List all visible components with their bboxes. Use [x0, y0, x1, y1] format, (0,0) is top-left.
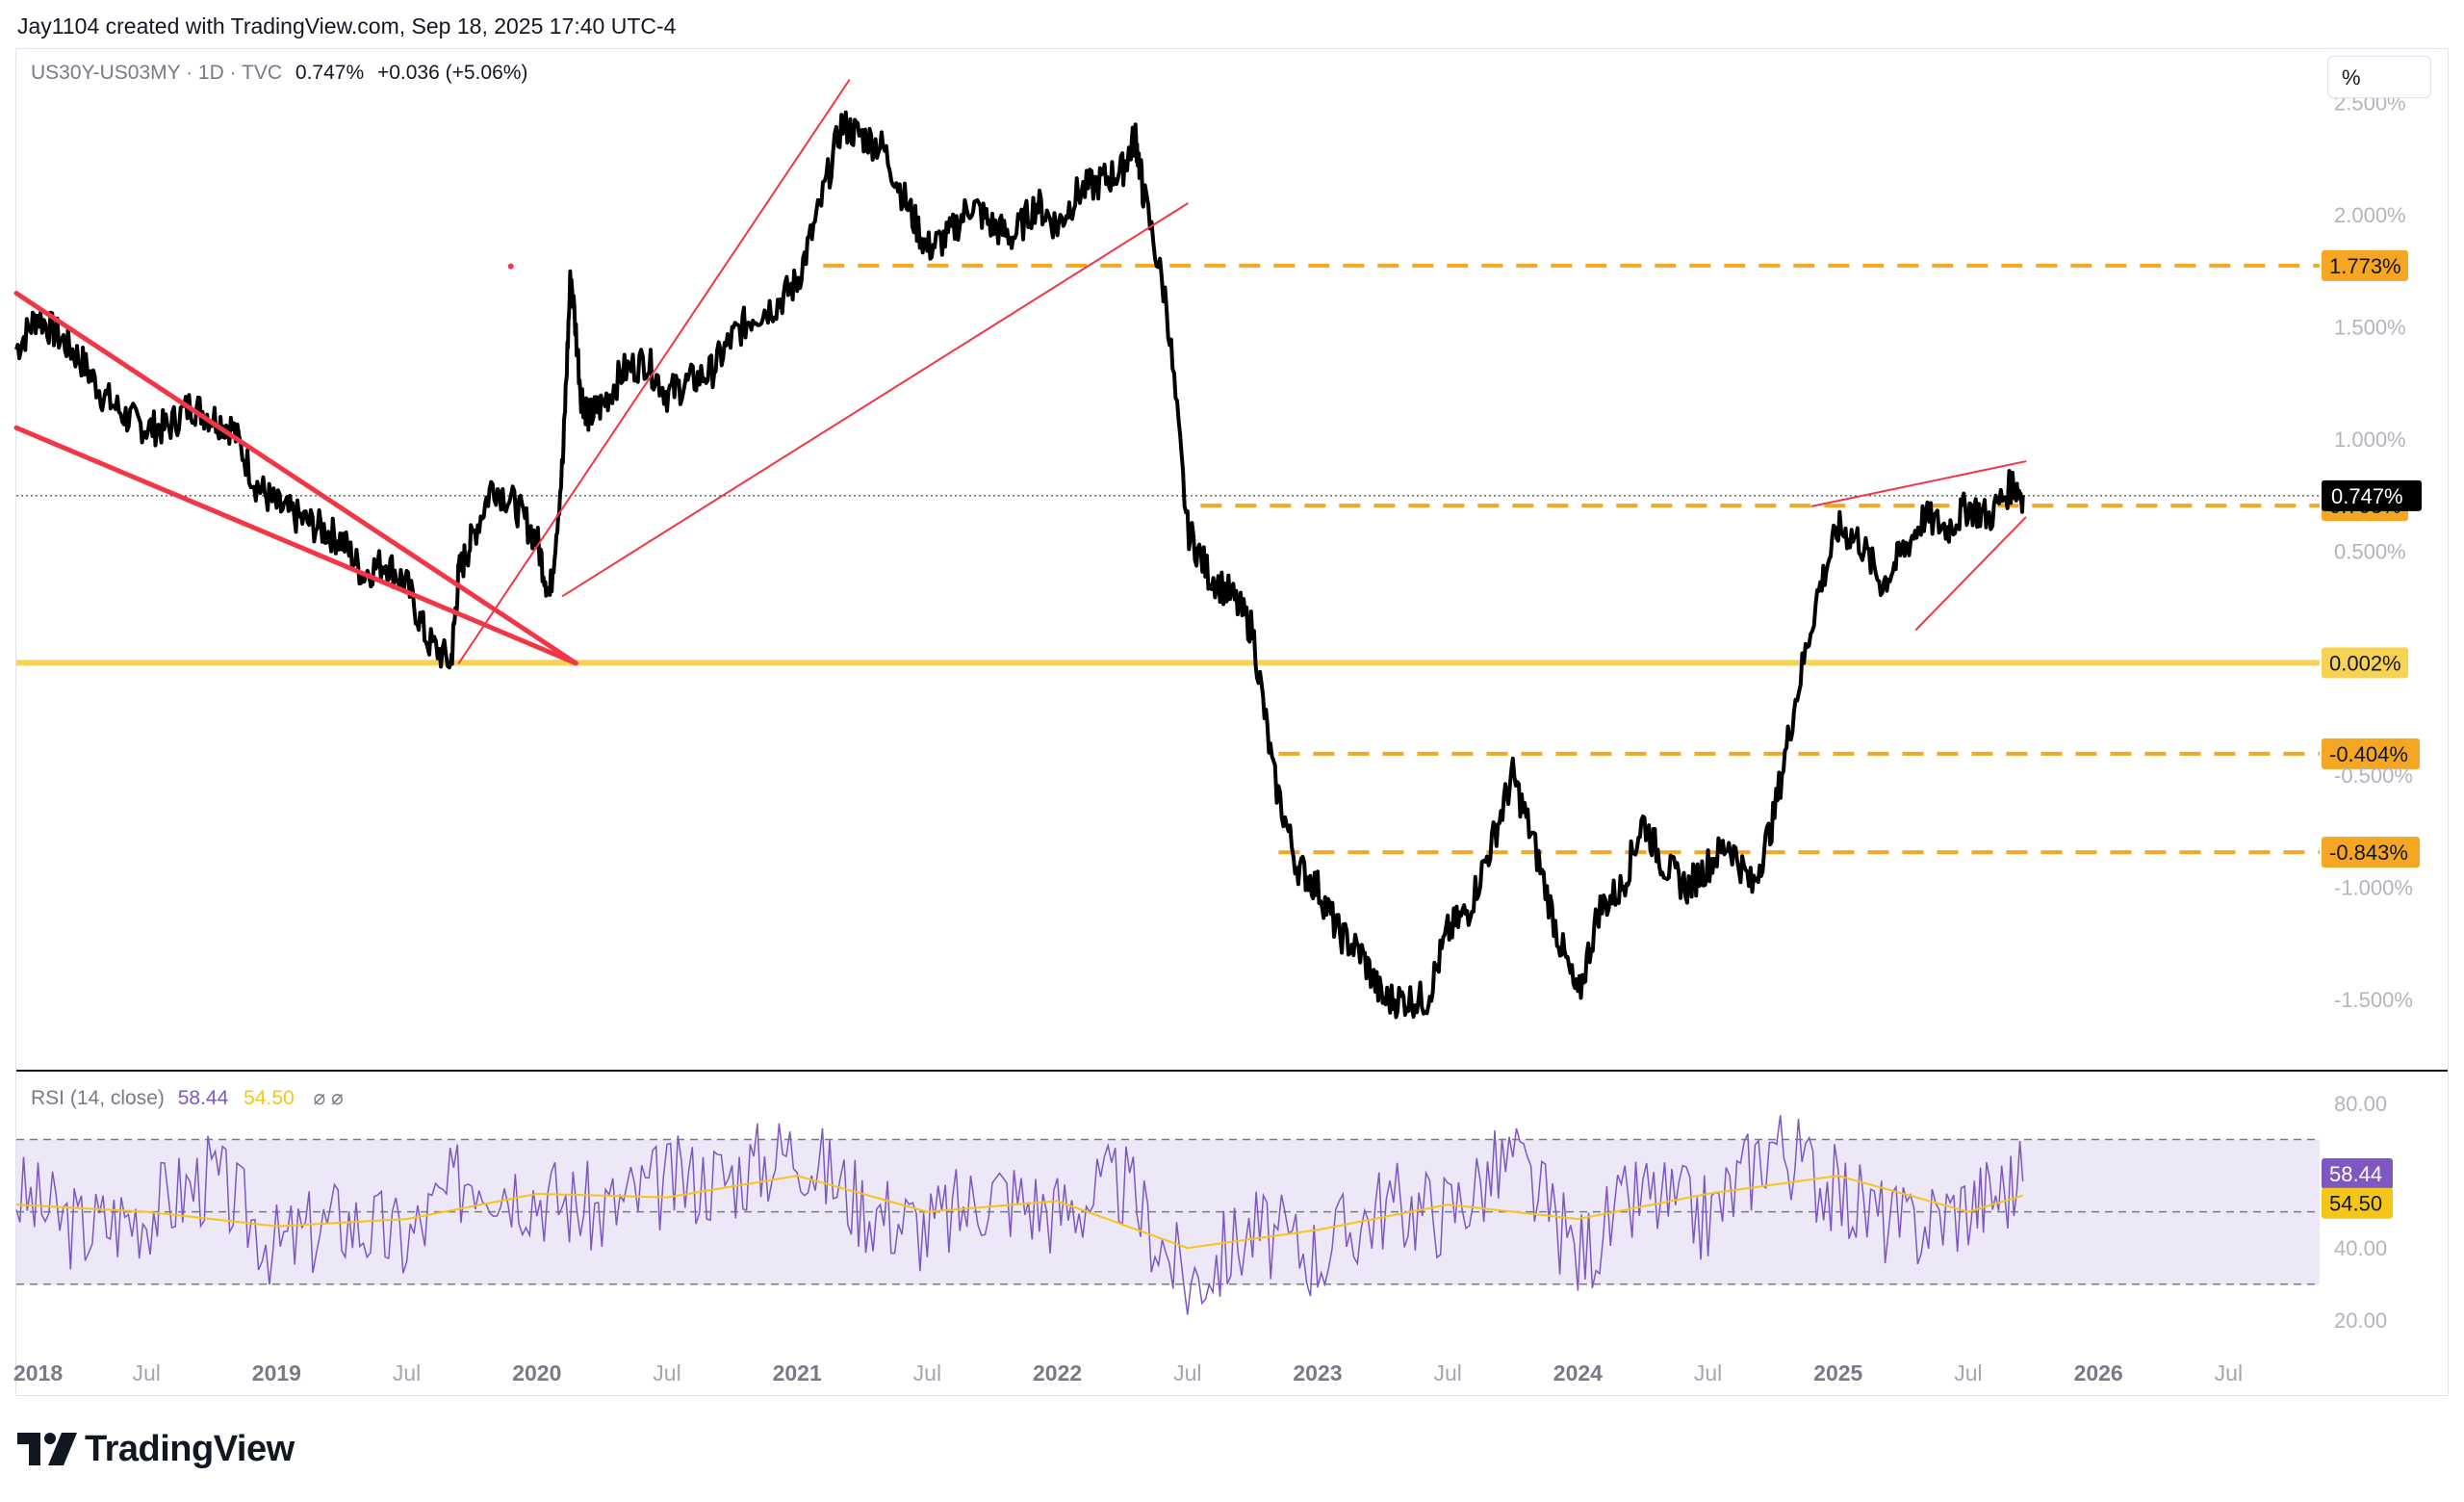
rsi-value-tag-label: 54.50 [2329, 1192, 2382, 1216]
y-tick-label: -0.500% [2334, 764, 2413, 788]
rsi-value-tag-label: 58.44 [2329, 1162, 2382, 1186]
x-tick-label: Jul [132, 1360, 160, 1385]
price-level-label: 1.773% [2329, 254, 2401, 278]
x-tick-label: 2021 [773, 1360, 822, 1385]
x-tick-label: 2018 [13, 1360, 63, 1385]
x-tick-label: 2020 [512, 1360, 561, 1385]
rsi-y-tick-label: 20.00 [2334, 1308, 2387, 1333]
price-level-label: -0.404% [2329, 742, 2408, 766]
x-tick-label: 2023 [1293, 1360, 1342, 1385]
trendline[interactable] [1810, 460, 2027, 507]
x-tick-label: 2024 [1553, 1360, 1603, 1385]
tradingview-logo[interactable]: TradingView [17, 1425, 295, 1473]
trendline[interactable] [1914, 516, 2027, 631]
x-tick-label: 2022 [1033, 1360, 1082, 1385]
x-tick-label: 2025 [1813, 1360, 1862, 1385]
x-tick-label: Jul [2215, 1360, 2243, 1385]
rsi-line[interactable] [15, 1115, 2024, 1315]
rsi-legend: RSI (14, close) 58.44 54.50 ⌀ ⌀ [31, 1086, 344, 1110]
trendline[interactable] [457, 79, 851, 664]
price-level-tag [2322, 647, 2408, 679]
change-value: +0.036 (+5.06%) [376, 62, 528, 84]
price-series-line[interactable] [14, 110, 2025, 1020]
x-tick-label: 2019 [252, 1360, 301, 1385]
rsi-ma-value: 54.50 [244, 1087, 295, 1109]
percent-scale-button[interactable]: % [2327, 56, 2431, 98]
price-level-tag [2322, 738, 2420, 769]
price-level-tag [2322, 837, 2420, 868]
y-tick-label: -1.000% [2334, 876, 2413, 900]
last-value: 0.747% [295, 62, 365, 84]
chart-frame [15, 48, 2449, 1396]
trendline[interactable] [13, 291, 578, 666]
rsi-ma-line[interactable] [15, 1175, 2023, 1250]
rsi-value: 58.44 [177, 1087, 229, 1109]
last-price-label: 0.747% [2331, 484, 2403, 508]
price-level-label: -0.843% [2329, 841, 2408, 865]
attribution-text: Jay1104 created with TradingView.com, Se… [17, 13, 677, 39]
y-tick-label: 2.000% [2334, 203, 2406, 227]
y-tick-label: 1.000% [2334, 427, 2406, 452]
rsi-label[interactable]: RSI (14, close) [31, 1087, 165, 1109]
trendline[interactable] [13, 425, 578, 666]
tradingview-mark-icon [17, 1433, 77, 1465]
rsi-y-tick-label: 80.00 [2334, 1092, 2387, 1116]
x-tick-label: Jul [393, 1360, 421, 1385]
x-tick-label: Jul [1694, 1360, 1722, 1385]
rsi-value-tag [2322, 1157, 2393, 1189]
symbol-info[interactable]: US30Y-US03MY · 1D · TVC [31, 62, 283, 84]
marker-dot [507, 263, 514, 270]
last-price-tag [2322, 479, 2422, 511]
x-tick-label: Jul [653, 1360, 680, 1385]
x-tick-label: Jul [1954, 1360, 1982, 1385]
visibility-icon[interactable]: ⌀ ⌀ [313, 1087, 344, 1109]
tradingview-wordmark: TradingView [85, 1428, 295, 1469]
price-level-tag [2322, 249, 2408, 281]
symbol-legend: US30Y-US03MY · 1D · TVC 0.747% +0.036 (+… [31, 62, 527, 85]
y-tick-label: 0.500% [2334, 539, 2406, 563]
x-tick-label: Jul [913, 1360, 941, 1385]
x-tick-label: 2026 [2074, 1360, 2123, 1385]
rsi-value-tag [2322, 1187, 2393, 1219]
price-level-label: 0.002% [2329, 651, 2401, 675]
y-tick-label: 1.500% [2334, 315, 2406, 339]
x-tick-label: Jul [1173, 1360, 1201, 1385]
trendline[interactable] [561, 202, 1189, 597]
x-tick-label: Jul [1433, 1360, 1461, 1385]
y-tick-label: -1.500% [2334, 988, 2413, 1012]
rsi-y-tick-label: 40.00 [2334, 1236, 2387, 1260]
